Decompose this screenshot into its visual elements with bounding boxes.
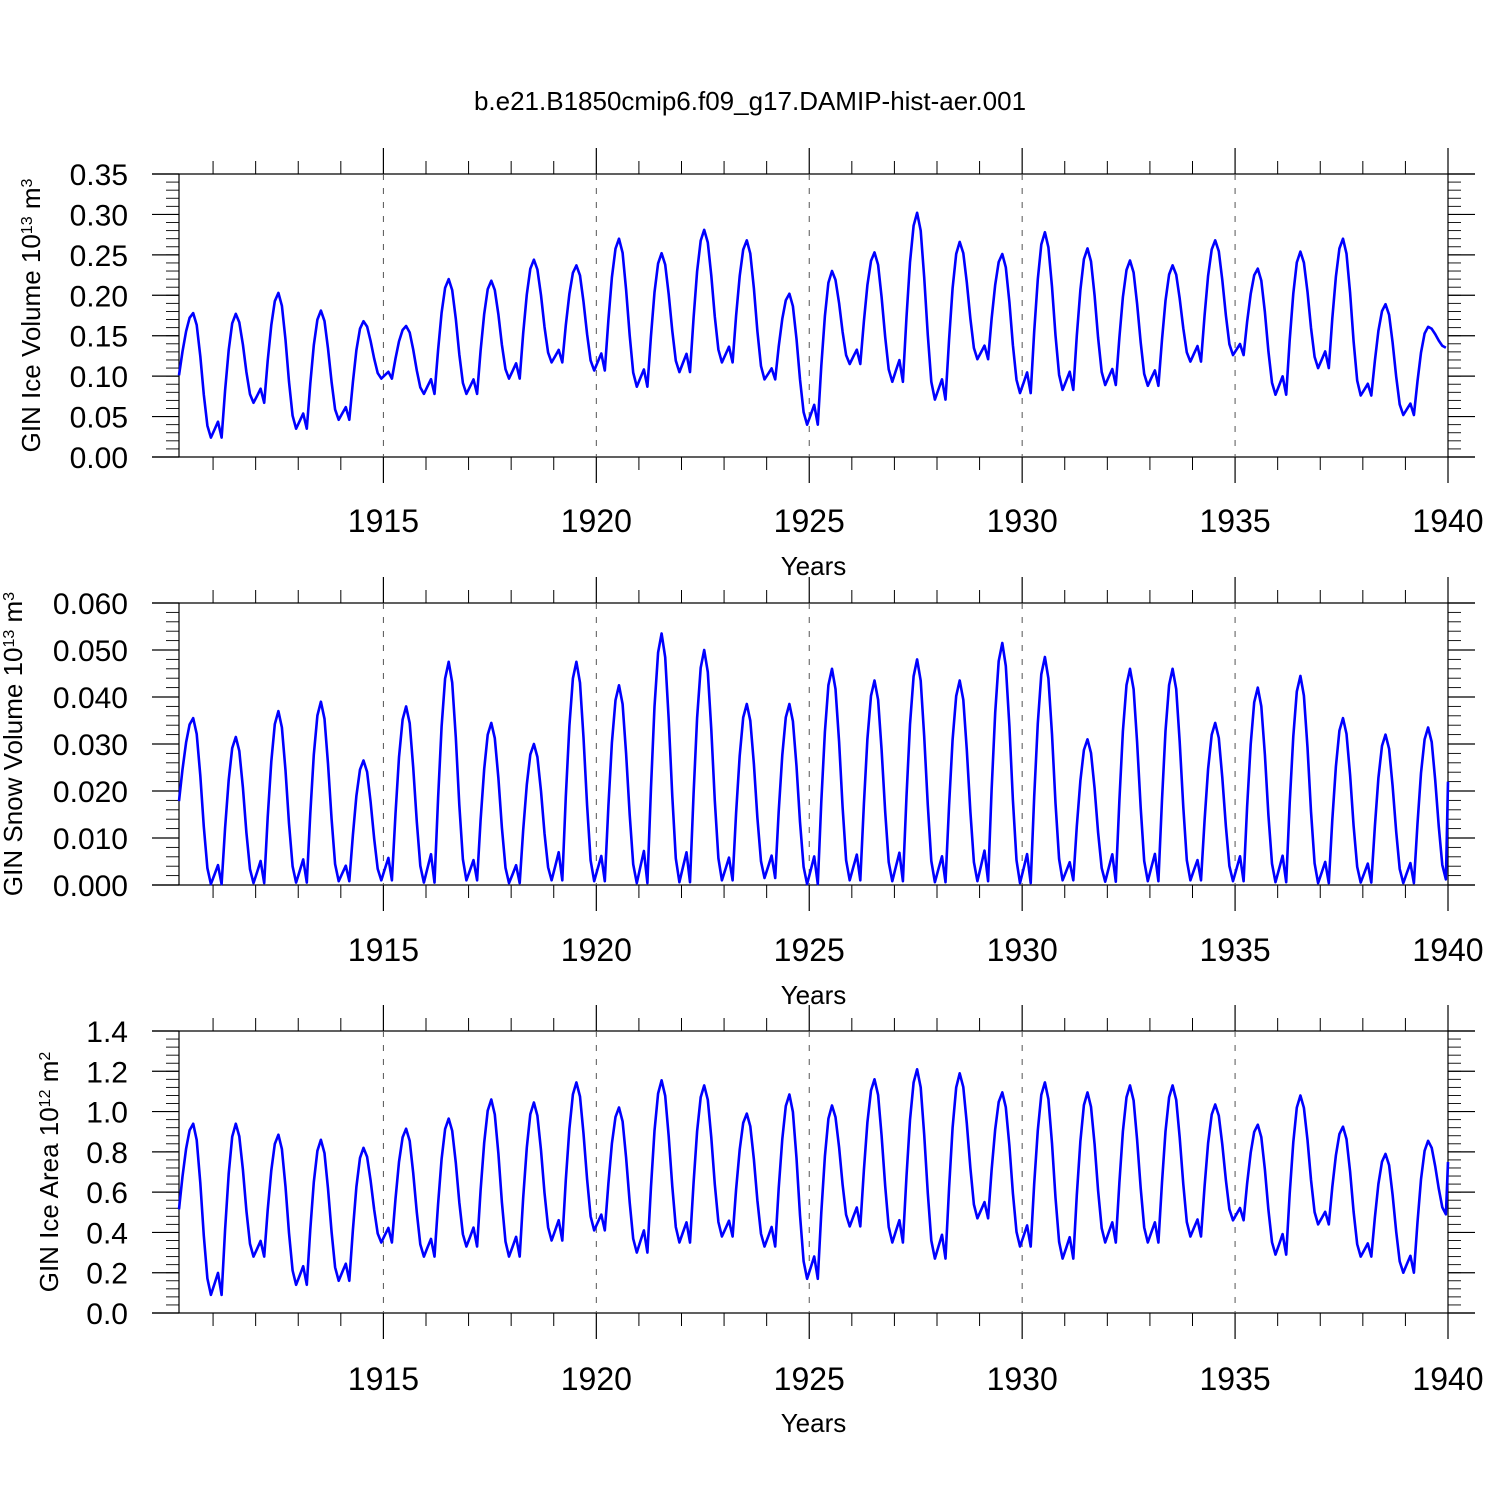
series-line — [177, 211, 1447, 439]
x-tick-label: 1920 — [561, 503, 632, 539]
y-tick-label: 1.0 — [86, 1097, 128, 1130]
x-tick-label: 1915 — [348, 503, 419, 539]
x-tick-label: 1915 — [348, 932, 419, 968]
x-tick-label: 1940 — [1412, 503, 1483, 539]
x-tick-label: 1935 — [1199, 503, 1270, 539]
x-tick-label: 1915 — [348, 1361, 419, 1397]
y-axis-label: GIN Snow Volume 1013 m3 — [0, 592, 28, 896]
x-axis-label: Years — [781, 551, 847, 581]
y-tick-label: 1.4 — [86, 1016, 128, 1049]
y-tick-label: 0.0 — [86, 1298, 128, 1331]
y-tick-label: 0.2 — [86, 1258, 128, 1291]
x-tick-label: 1925 — [774, 1361, 845, 1397]
x-tick-label: 1925 — [774, 932, 845, 968]
y-tick-label: 0.050 — [53, 635, 128, 668]
y-tick-label: 0.15 — [70, 321, 128, 354]
y-tick-label: 0.8 — [86, 1137, 128, 1170]
panel-3: 1915 1920 1925 1930 1935 1940 0.0 0.2 0.4 0.6 0.8 1… — [34, 1005, 1484, 1438]
x-tick-label: 1930 — [987, 503, 1058, 539]
y-tick-label: 0.000 — [53, 870, 128, 903]
y-axis-label: GIN Ice Volume 1013 m3 — [16, 178, 46, 452]
y-tick-label: 0.00 — [70, 442, 128, 475]
y-tick-label: 0.040 — [53, 682, 128, 715]
panel-1: 1915 1920 1925 1930 1935 1940 0.00 0.05 0.10 0.15… — [16, 148, 1484, 581]
y-tick-label: 0.05 — [70, 402, 128, 435]
y-tick-label: 0.10 — [70, 361, 128, 394]
y-axis-label: GIN Ice Area 1012 m2 — [34, 1052, 64, 1293]
y-tick-label: 0.030 — [53, 729, 128, 762]
y-tick-label: 0.35 — [70, 159, 128, 192]
y-tick-label: 0.20 — [70, 280, 128, 313]
x-tick-label: 1935 — [1199, 1361, 1270, 1397]
y-tick-label: 0.30 — [70, 199, 128, 232]
chart-title: b.e21.B1850cmip6.f09_g17.DAMIP-hist-aer.… — [474, 86, 1026, 116]
y-tick-label: 0.020 — [53, 776, 128, 809]
series-line — [177, 1068, 1450, 1297]
panel-2: 1915 1920 1925 1930 1935 1940 0.000 0.010 0.020 0… — [0, 577, 1484, 1010]
x-tick-label: 1925 — [774, 503, 845, 539]
x-tick-label: 1935 — [1199, 932, 1270, 968]
y-tick-label: 0.25 — [70, 240, 128, 273]
y-tick-label: 0.4 — [86, 1217, 128, 1250]
x-axis-label: Years — [781, 980, 847, 1010]
y-tick-label: 0.010 — [53, 823, 128, 856]
y-tick-label: 0.6 — [86, 1177, 128, 1210]
y-tick-label: 0.060 — [53, 588, 128, 621]
series-line — [177, 632, 1450, 886]
x-tick-label: 1930 — [987, 932, 1058, 968]
x-tick-label: 1930 — [987, 1361, 1058, 1397]
y-tick-label: 1.2 — [86, 1056, 128, 1089]
x-axis-label: Years — [781, 1408, 847, 1438]
x-tick-label: 1920 — [561, 932, 632, 968]
x-tick-label: 1920 — [561, 1361, 632, 1397]
x-tick-label: 1940 — [1412, 1361, 1483, 1397]
x-tick-label: 1940 — [1412, 932, 1483, 968]
